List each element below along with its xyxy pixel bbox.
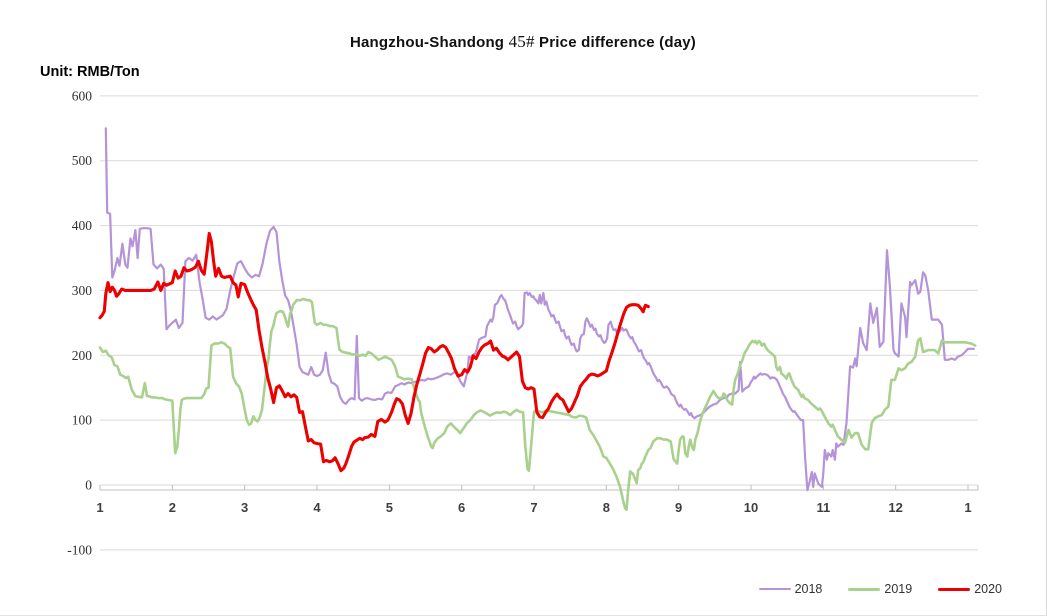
x-axis-label: 6 xyxy=(458,500,465,515)
legend: 2018 2019 2020 xyxy=(758,582,1002,596)
x-axis-label: 1 xyxy=(96,500,103,515)
legend-item-2019: 2019 xyxy=(848,582,912,596)
x-axis-label: 1 xyxy=(964,500,971,515)
unit-label: Unit: RMB/Ton xyxy=(40,64,140,80)
x-axis-label: 8 xyxy=(603,500,610,515)
chart-title-suffix: Price difference (day) xyxy=(539,34,697,51)
x-axis-label: 3 xyxy=(241,500,248,515)
legend-item-2018: 2018 xyxy=(758,582,823,596)
y-axis-label: 500 xyxy=(72,153,93,168)
series-line-2019 xyxy=(98,297,977,511)
x-axis-label: 4 xyxy=(313,500,321,515)
y-axis-label: 600 xyxy=(72,88,93,103)
x-axis-label: 9 xyxy=(675,500,682,515)
legend-swatch-2019 xyxy=(848,587,881,591)
legend-swatch-2020 xyxy=(938,587,971,591)
x-axis-label: 7 xyxy=(530,500,537,515)
legend-label-2019: 2019 xyxy=(884,582,913,596)
series-line-2020 xyxy=(98,231,650,473)
x-axis-label: 11 xyxy=(816,500,830,515)
x-axis-label: 10 xyxy=(744,500,758,515)
y-axis-label: 200 xyxy=(72,348,93,363)
chart-title: Hangzhou-Shandong 45# Price difference (… xyxy=(0,32,1046,52)
y-axis-label: -100 xyxy=(67,542,92,557)
y-axis-label: 400 xyxy=(72,218,93,233)
y-axis-label: 100 xyxy=(72,413,93,428)
legend-swatch-2018 xyxy=(758,588,791,590)
chart-title-grade: 45# xyxy=(508,32,535,51)
x-axis-label: 2 xyxy=(169,500,176,515)
chart-title-prefix: Hangzhou-Shandong xyxy=(349,34,505,51)
x-axis-label: 5 xyxy=(386,500,393,515)
y-axis-label: 0 xyxy=(85,478,92,493)
legend-item-2020: 2020 xyxy=(938,582,1002,596)
series-line-2018 xyxy=(104,127,975,492)
y-axis-label: 300 xyxy=(72,283,93,298)
legend-label-2020: 2020 xyxy=(974,582,1002,596)
legend-label-2018: 2018 xyxy=(794,582,823,596)
x-axis-label: 12 xyxy=(888,500,902,515)
